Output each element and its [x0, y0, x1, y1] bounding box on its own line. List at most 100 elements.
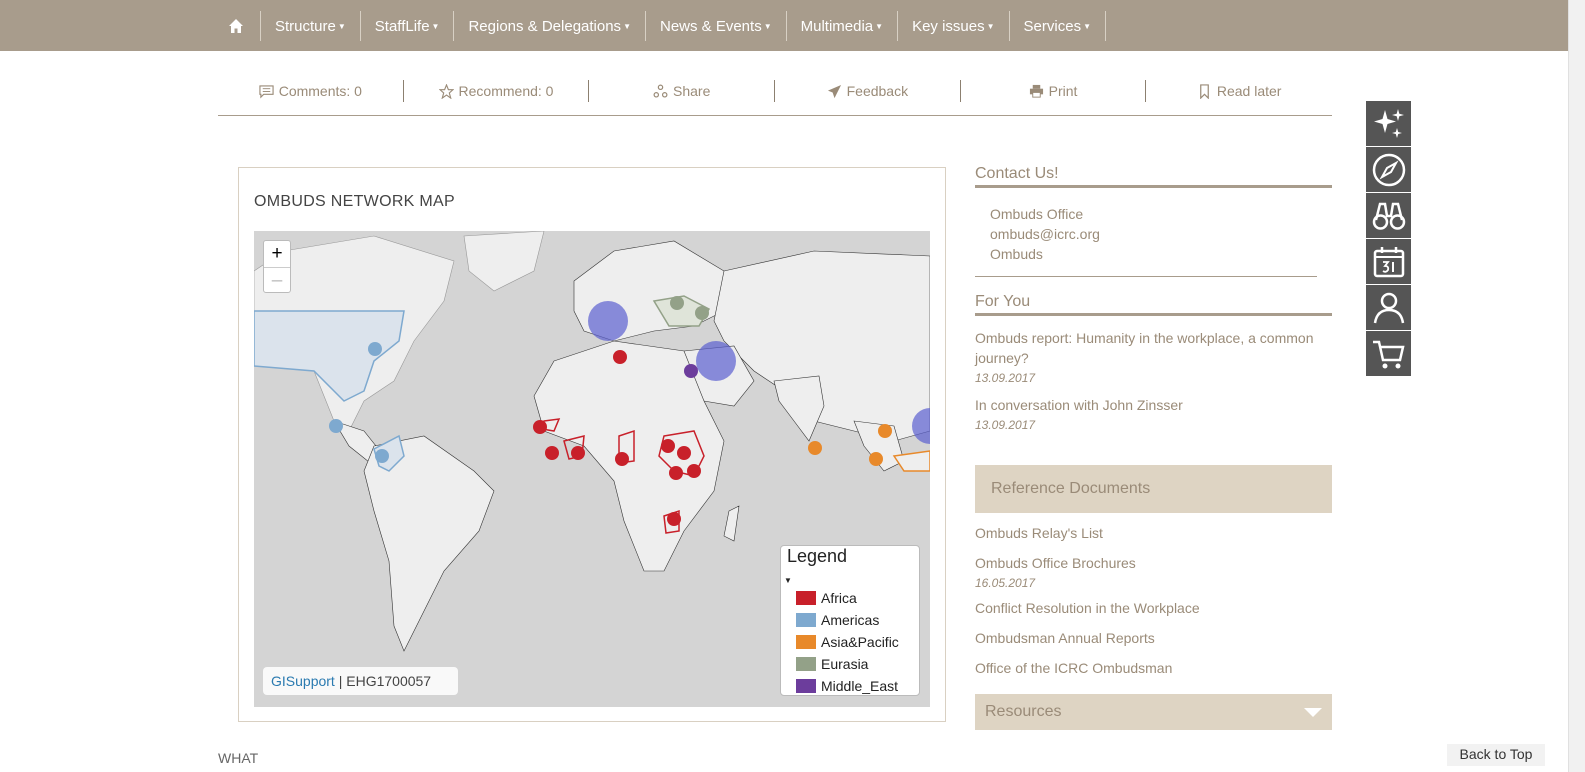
chevron-down-icon: ▼	[875, 21, 884, 31]
zoom-out-button[interactable]: –	[264, 267, 290, 293]
legend-label: Africa	[821, 590, 857, 606]
gisupport-link[interactable]: GISupport	[271, 673, 335, 689]
sparkle-icon	[1373, 108, 1404, 138]
star-icon	[438, 83, 454, 99]
compass-icon	[1372, 153, 1405, 186]
cart-button[interactable]	[1366, 331, 1411, 376]
nav-bar: Structure ▼ StaffLife ▼ Regions & Delegati…	[218, 11, 1106, 41]
chevron-down-icon: ▼	[1083, 21, 1091, 31]
contact-email-link[interactable]: ombuds@icrc.org	[990, 226, 1100, 242]
attribution-code: EHG1700057	[346, 673, 432, 689]
nav-news-events[interactable]: News & Events ▼	[646, 11, 787, 41]
for-you-list: Ombuds report: Humanity in the workplace…	[975, 328, 1332, 432]
bookmark-icon	[1200, 83, 1209, 99]
feedback-button[interactable]: Feedback	[775, 80, 961, 102]
map-title: OMBUDS NETWORK MAP	[254, 193, 455, 210]
read-later-button[interactable]: Read later	[1146, 80, 1332, 102]
chevron-down-icon: ▼	[986, 21, 995, 31]
share-button[interactable]: Share	[589, 80, 776, 102]
recommend-button[interactable]: Recommend: 0	[404, 80, 590, 102]
read-later-label: Read later	[1216, 83, 1282, 99]
contact-office: Ombuds Office	[990, 206, 1084, 222]
nav-regions-delegations[interactable]: Regions & Delegations ▼	[454, 11, 646, 41]
reference-link[interactable]: Ombuds Office Brochures	[975, 555, 1136, 571]
reference-link[interactable]: Ombuds Relay's List	[975, 525, 1103, 541]
recommend-label: Recommend: 0	[458, 83, 554, 99]
send-icon	[827, 84, 841, 98]
comment-icon	[259, 84, 274, 98]
print-icon	[1029, 84, 1043, 98]
calendar-icon	[1373, 246, 1404, 277]
nav-services[interactable]: Services ▼	[1010, 11, 1106, 41]
legend-item-africa: Africa	[796, 588, 857, 608]
legend-swatch	[796, 657, 816, 671]
calendar-button[interactable]	[1366, 239, 1411, 284]
legend-label: Americas	[821, 612, 880, 628]
legend-item-middle-east: Middle_East	[796, 676, 898, 696]
nav-label: Multimedia	[800, 17, 874, 35]
nav-multimedia[interactable]: Multimedia ▼	[787, 11, 899, 41]
profile-button[interactable]	[1366, 285, 1411, 330]
reference-link[interactable]: Office of the ICRC Ombudsman	[975, 660, 1173, 676]
print-button[interactable]: Print	[961, 80, 1147, 102]
nav-stafflife[interactable]: StaffLife ▼	[361, 11, 455, 41]
feedback-label: Feedback	[846, 83, 909, 99]
zoom-in-button[interactable]: +	[271, 243, 283, 264]
zoom-control: + –	[263, 240, 291, 293]
contact-name: Ombuds	[990, 246, 1043, 262]
contact-heading: Contact Us!	[975, 165, 1332, 188]
reference-date: 16.05.2017	[975, 576, 1036, 590]
reference-link[interactable]: Conflict Resolution in the Workplace	[975, 600, 1200, 616]
binoculars-icon	[1372, 202, 1405, 230]
legend-label: Eurasia	[821, 656, 869, 672]
legend-toggle-icon[interactable]: ▼	[784, 576, 792, 585]
home-button[interactable]	[218, 11, 261, 41]
back-to-top-button[interactable]: Back to Top	[1447, 744, 1545, 766]
chevron-down-icon: ▼	[337, 21, 346, 31]
legend-item-americas: Americas	[796, 610, 879, 630]
resources-dropdown[interactable]: Resources	[975, 694, 1332, 730]
cart-icon	[1372, 340, 1405, 368]
legend-swatch	[796, 591, 816, 605]
contact-block: Ombuds Office ombuds@icrc.org Ombuds	[975, 188, 1317, 277]
for-you-link[interactable]: In conversation with John Zinsser	[975, 397, 1183, 413]
print-label: Print	[1048, 83, 1078, 99]
map-panel: OMBUDS NETWORK MAP	[238, 167, 946, 722]
nav-key-issues[interactable]: Key issues ▼	[898, 11, 1010, 41]
map-attribution: GISupport | EHG1700057	[263, 667, 458, 695]
nav-label: Regions & Delegations	[468, 17, 622, 35]
resources-label: Resources	[985, 703, 1062, 720]
article-actions-bar: Comments: 0 Recommend: 0 Share Feedback …	[218, 80, 1332, 116]
map-legend: Legend ▼ Africa Americas Asia&Pacific Eu…	[780, 545, 920, 696]
nav-label: Structure	[275, 17, 336, 35]
home-icon	[229, 19, 243, 33]
legend-swatch	[796, 635, 816, 649]
nav-label: News & Events	[659, 17, 762, 35]
for-you-date: 13.09.2017	[975, 371, 1036, 385]
for-you-link[interactable]: Ombuds report: Humanity in the workplace…	[975, 330, 1314, 366]
top-navigation: Structure ▼ StaffLife ▼ Regions & Delegati…	[0, 0, 1568, 51]
sparkle-button[interactable]	[1366, 101, 1411, 146]
search-button[interactable]	[1366, 193, 1411, 238]
legend-item-eurasia: Eurasia	[796, 654, 868, 674]
legend-item-asia-pacific: Asia&Pacific	[796, 632, 899, 652]
reference-link[interactable]: Ombudsman Annual Reports	[975, 630, 1155, 646]
legend-label: Middle_East	[821, 678, 899, 694]
page-scrollbar[interactable]	[1568, 0, 1585, 772]
comments-button[interactable]: Comments: 0	[218, 80, 404, 102]
legend-swatch	[796, 613, 816, 627]
network-map[interactable]: + – Legend ▼ Africa Americas Asia&Pacifi…	[254, 231, 930, 707]
share-icon	[653, 84, 668, 98]
chevron-down-icon: ▼	[763, 21, 772, 31]
share-label: Share	[673, 83, 711, 99]
floating-toolbar	[1366, 101, 1411, 377]
legend-label: Asia&Pacific	[821, 634, 899, 650]
nav-label: Key issues	[912, 17, 985, 35]
attribution-separator: |	[334, 673, 347, 689]
for-you-heading: For You	[975, 293, 1332, 316]
right-sidebar: Contact Us! Ombuds Office ombuds@icrc.or…	[975, 165, 1332, 730]
nav-structure[interactable]: Structure ▼	[261, 11, 361, 41]
explore-button[interactable]	[1366, 147, 1411, 192]
reference-documents-list: Ombuds Relay's List Ombuds Office Brochu…	[975, 523, 1332, 688]
legend-title: Legend	[787, 546, 848, 566]
